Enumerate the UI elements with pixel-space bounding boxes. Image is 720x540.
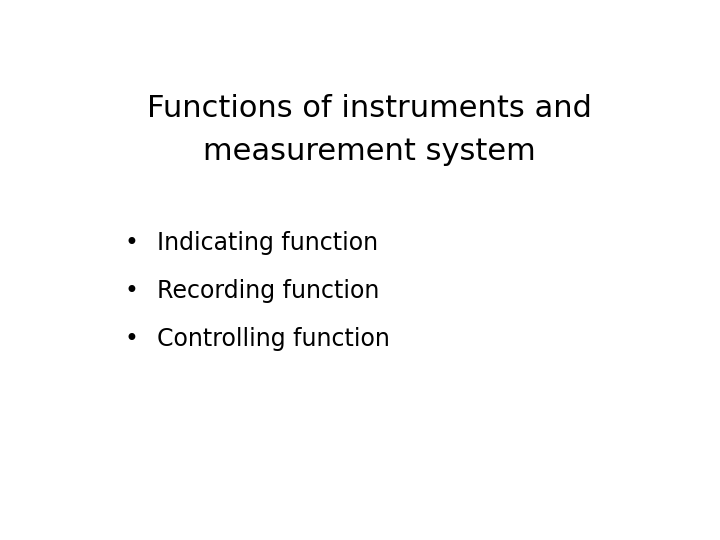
Text: Functions of instruments and
measurement system: Functions of instruments and measurement…: [147, 94, 591, 166]
Text: Indicating function: Indicating function: [157, 231, 378, 255]
Text: Controlling function: Controlling function: [157, 327, 390, 351]
Text: •: •: [125, 327, 139, 351]
Text: Recording function: Recording function: [157, 279, 379, 303]
Text: •: •: [125, 279, 139, 303]
Text: •: •: [125, 231, 139, 255]
